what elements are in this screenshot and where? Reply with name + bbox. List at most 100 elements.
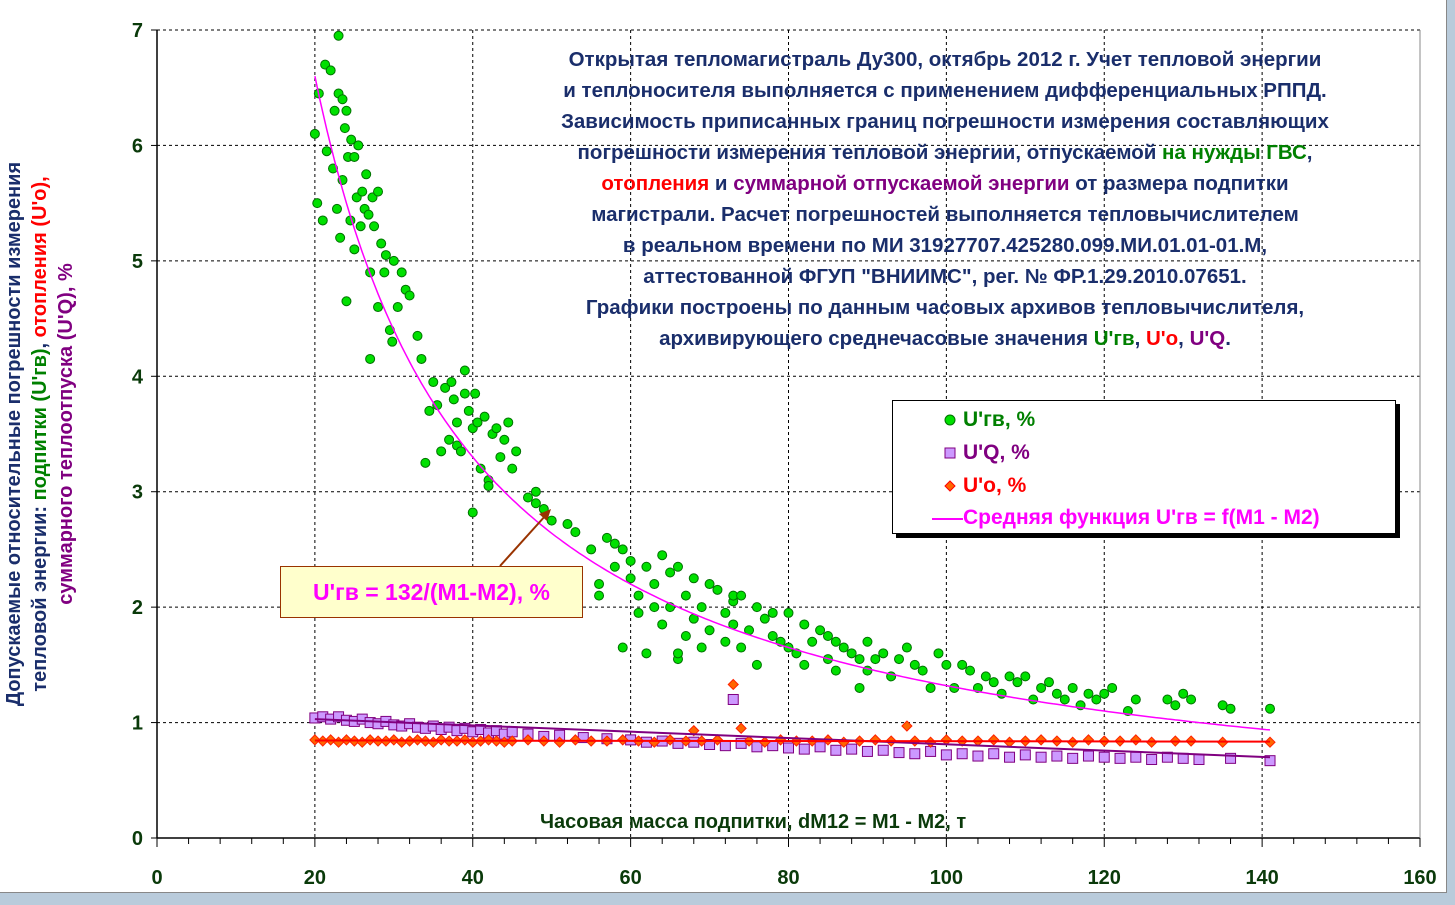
ugv-point (759, 613, 770, 624)
ugv-point (736, 642, 747, 653)
x-tick-label: 0 (151, 867, 162, 889)
ugv-point (337, 94, 348, 105)
ugv-point (641, 561, 652, 572)
ugv-point (609, 538, 620, 549)
uq-point (1264, 755, 1276, 767)
title-text: и (709, 172, 734, 195)
uo-point (901, 720, 913, 732)
title-text: U'о (1145, 327, 1179, 350)
ugv-point (633, 607, 644, 618)
legend-item: U'гв, % (963, 408, 1036, 431)
uo-point (1082, 734, 1095, 746)
x-tick-label: 20 (304, 867, 326, 889)
uq-point (1114, 752, 1126, 764)
y-label-text: , % (55, 263, 77, 293)
ugv-point (491, 423, 502, 434)
uq-point (830, 744, 842, 756)
uq-point (972, 750, 984, 762)
x-axis-label: Часовая масса подпитки, dM12 = M1 - M2, … (540, 811, 967, 833)
ugv-point (1036, 682, 1047, 693)
uq-point (1035, 751, 1047, 763)
ugv-point (657, 550, 668, 561)
uq-point (1146, 754, 1158, 766)
ugv-point (917, 665, 928, 676)
ugv-point (972, 682, 983, 693)
x-tick-label: 100 (930, 867, 963, 889)
title-line: Открытая тепломагистраль Ду300, октябрь … (568, 48, 1322, 71)
ugv-point (751, 659, 762, 670)
ugv-point (463, 405, 474, 416)
ugv-point (641, 648, 652, 659)
ugv-point (570, 527, 581, 538)
title-line: погрешности измерения тепловой энергии, … (470, 137, 1420, 168)
legend-markers (932, 414, 963, 520)
ugv-point (712, 584, 723, 595)
ugv-point (1170, 700, 1181, 711)
ugv-point (601, 532, 612, 543)
ugv-point (704, 579, 715, 590)
title-text: погрешности измерения тепловой энергии, … (577, 141, 1163, 164)
ugv-point (470, 388, 481, 399)
ugv-point (933, 648, 944, 659)
ugv-point (335, 232, 346, 243)
ugv-point (696, 602, 707, 613)
y-tick-label: 5 (132, 251, 143, 273)
title-text: архивирующего среднечасовые значения (659, 327, 1094, 350)
ugv-point (341, 105, 352, 116)
ugv-point (894, 654, 905, 665)
ugv-point (363, 209, 374, 220)
title-line: архивирующего среднечасовые значения U'г… (470, 323, 1420, 354)
ugv-point (373, 186, 384, 197)
uq-point (798, 743, 810, 755)
y-label-text: , (29, 176, 51, 182)
uo-point (988, 734, 1000, 746)
y-label-line: тепловой энергии: подпитки (U'гв), отопл… (27, 84, 53, 784)
ugv-point (720, 636, 731, 647)
uq-point (727, 693, 739, 705)
ugv-point (830, 665, 841, 676)
x-tick-label: 140 (1245, 867, 1278, 889)
y-tick-label: 7 (132, 20, 143, 42)
ugv-point (878, 648, 889, 659)
ugv-point (807, 636, 818, 647)
ugv-point (586, 544, 597, 555)
y-label-text: подпитки (U'гв) (29, 348, 51, 501)
ugv-point (1162, 694, 1173, 705)
ugv-point (530, 498, 541, 509)
ugv-point (349, 151, 360, 162)
ugv-point (1099, 688, 1110, 699)
ugv-point (562, 519, 573, 530)
ugv-point (854, 682, 865, 693)
y-label-text: суммарного теплоотпуска (U'Q) (55, 292, 77, 605)
y-label-text: , (29, 337, 51, 349)
ugv-point (451, 417, 462, 428)
ugv-point (870, 654, 881, 665)
title-text: , (1178, 327, 1190, 350)
ugv-point (862, 636, 873, 647)
uo-trend-line (314, 739, 1271, 743)
uq-point (719, 740, 731, 752)
ugv-point (329, 105, 340, 116)
ugv-point (380, 250, 391, 261)
uo-point (664, 734, 676, 746)
ugv-point (625, 573, 636, 584)
ugv-point (459, 365, 470, 376)
uq-point (783, 742, 794, 754)
ugv-point (353, 140, 364, 151)
ugv-point (704, 625, 715, 636)
ugv-point (767, 607, 778, 618)
title-text: U'Q (1189, 327, 1226, 350)
ugv-point (649, 602, 660, 613)
x-tick-label: 80 (777, 867, 799, 889)
uq-point (1225, 752, 1237, 764)
title-line: Зависимость приписанных границ погрешнос… (561, 110, 1329, 133)
uo-point (727, 678, 739, 691)
ugv-point (815, 625, 826, 636)
x-tick-label: 40 (462, 867, 484, 889)
ugv-point (355, 221, 366, 232)
ugv-point (594, 590, 605, 601)
ugv-point (1265, 703, 1276, 714)
ugv-point (331, 203, 342, 214)
ugv-point (341, 296, 352, 307)
ugv-point (373, 302, 384, 313)
